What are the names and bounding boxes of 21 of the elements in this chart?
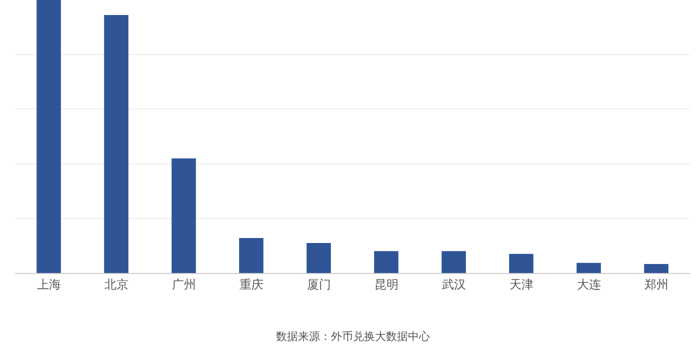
x-tick-label: 大连 [576, 277, 601, 292]
source-note: 数据来源：外币兑换大数据中心 [276, 330, 430, 343]
bar [104, 15, 128, 273]
x-tick-label: 郑州 [644, 277, 668, 292]
x-tick-label: 广州 [172, 277, 196, 292]
bar [172, 158, 196, 273]
x-tick-label: 天津 [509, 277, 534, 292]
x-tick-label: 重庆 [239, 277, 264, 292]
x-tick-label: 昆明 [374, 277, 398, 292]
bar [36, 0, 61, 273]
bar [442, 251, 466, 273]
bar [374, 251, 398, 273]
bar [644, 264, 668, 273]
bar [509, 254, 534, 273]
x-tick-label: 上海 [36, 277, 61, 292]
bar [239, 238, 264, 273]
x-tick-label: 北京 [104, 277, 128, 292]
x-tick-label: 武汉 [442, 277, 466, 292]
bar [576, 262, 601, 273]
x-tick-label: 厦门 [306, 277, 331, 292]
bar [306, 242, 331, 273]
